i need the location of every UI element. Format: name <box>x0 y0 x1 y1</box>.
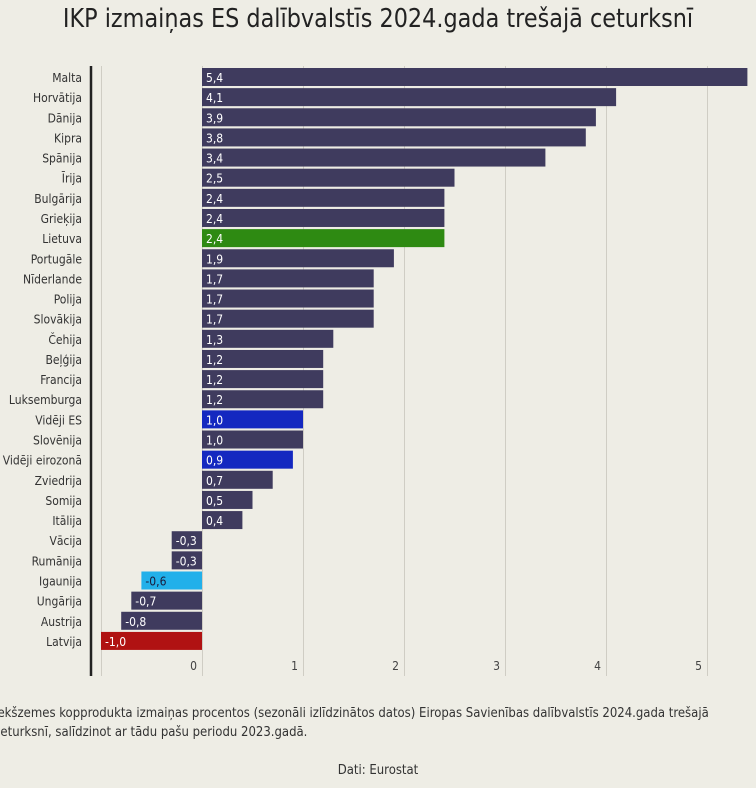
category-label: Francija <box>40 373 82 387</box>
category-label: Latvija <box>46 635 82 649</box>
category-label: Lietuva <box>42 232 82 246</box>
bar-Zviedrija <box>202 470 273 489</box>
chart-title: IKP izmaiņas ES dalībvalstīs 2024.gada t… <box>62 4 694 34</box>
category-label: Rumānija <box>32 554 82 568</box>
bar-Grieķija <box>202 208 445 227</box>
category-label: Nīderlande <box>23 272 82 286</box>
bar-Kipra <box>202 128 586 147</box>
category-label: Čehija <box>48 332 82 347</box>
bar-Ungārija <box>131 591 202 610</box>
category-label: Beļģija <box>45 353 82 367</box>
bar-Vidēji eirozonā <box>202 450 293 469</box>
data-label: 3,9 <box>206 111 223 125</box>
bar-Nīderlande <box>202 269 374 288</box>
category-label: Zviedrija <box>35 474 82 488</box>
data-label: 1,7 <box>206 272 223 286</box>
bar-Čehija <box>202 329 334 348</box>
x-tick-label: 1 <box>291 659 298 673</box>
data-label: 1,7 <box>206 293 223 307</box>
category-label: Vidēji ES <box>35 413 82 427</box>
data-label: 2,4 <box>206 232 223 246</box>
data-label: -0,3 <box>176 554 197 568</box>
data-label: 0,5 <box>206 494 223 508</box>
data-label: -0,6 <box>145 575 166 589</box>
data-label: 3,8 <box>206 131 223 145</box>
category-label: Vācija <box>49 534 82 548</box>
bar-Polija <box>202 289 374 308</box>
bar-Latvija <box>101 631 202 650</box>
bar-Slovēnija <box>202 430 303 449</box>
data-label: 0,7 <box>206 474 223 488</box>
category-label: Slovākija <box>34 313 82 327</box>
data-label: 2,5 <box>206 172 223 186</box>
data-label: 3,4 <box>206 152 223 166</box>
category-label: Ungārija <box>37 595 82 609</box>
category-label: Īrija <box>62 172 82 186</box>
bar-Francija <box>202 370 324 389</box>
category-label: Vidēji eirozonā <box>3 454 82 468</box>
bar-Malta <box>202 68 748 86</box>
data-label: 4,1 <box>206 91 223 105</box>
data-label: 1,2 <box>206 373 223 387</box>
data-label: 1,2 <box>206 353 223 367</box>
bar-chart: 0 1 2 3 4 5 Malta 5,4 Horvātija 4,1 Dānija 3,9 Kipra… <box>3 66 748 676</box>
x-tick-label: 3 <box>493 659 500 673</box>
bar-Igaunija <box>141 571 202 590</box>
x-tick-label: 4 <box>594 659 601 673</box>
data-label: -0,3 <box>176 534 197 548</box>
bar-Rumānija <box>171 551 202 570</box>
category-label: Bulgārija <box>34 192 82 206</box>
category-label: Kipra <box>54 131 82 145</box>
x-tick-label: 2 <box>392 659 399 673</box>
bar-Vidēji ES <box>202 410 303 429</box>
bar-Itālija <box>202 511 243 530</box>
data-label: 1,2 <box>206 393 223 407</box>
category-label: Somija <box>45 494 82 508</box>
data-label: 1,7 <box>206 313 223 327</box>
category-label: Malta <box>52 71 82 85</box>
chart-source: Dati: Eurostat <box>337 763 419 778</box>
data-label: 0,4 <box>206 514 223 528</box>
category-label: Itālija <box>52 514 82 528</box>
data-label: 2,4 <box>206 212 223 226</box>
bar-Austrija <box>121 611 202 630</box>
category-label: Slovēnija <box>33 434 82 448</box>
bar-Portugāle <box>202 249 394 268</box>
bar-Horvātija <box>202 88 617 107</box>
bar-Lietuva <box>202 229 445 248</box>
category-label: Grieķija <box>41 212 82 226</box>
data-label: 2,4 <box>206 192 223 206</box>
bar-Slovākija <box>202 309 374 328</box>
x-tick-label: 5 <box>695 659 702 673</box>
data-label: 0,9 <box>206 454 223 468</box>
data-label: -0,8 <box>125 615 146 629</box>
bar-Somija <box>202 490 253 509</box>
x-tick-label: 0 <box>190 659 197 673</box>
category-label: Portugāle <box>31 252 83 266</box>
bar-Bulgārija <box>202 188 445 207</box>
data-label: -0,7 <box>135 595 156 609</box>
bar-Spānija <box>202 148 546 167</box>
category-label: Horvātija <box>33 91 82 105</box>
bar-Vācija <box>171 531 202 550</box>
category-label: Austrija <box>41 615 82 629</box>
category-label: Spānija <box>42 152 82 166</box>
chart-caption: Iekšzemes kopprodukta izmaiņas procentos… <box>0 706 709 740</box>
data-label: 1,0 <box>206 413 223 427</box>
data-label: 1,3 <box>206 333 223 347</box>
bar-Īrija <box>202 168 455 187</box>
data-label: -1,0 <box>105 635 126 649</box>
bar-Beļģija <box>202 349 324 368</box>
data-label: 1,0 <box>206 434 223 448</box>
bar-Dānija <box>202 108 596 127</box>
bar-Luksemburga <box>202 390 324 409</box>
category-label: Luksemburga <box>9 393 82 407</box>
data-label: 1,9 <box>206 252 223 266</box>
category-label: Polija <box>54 293 82 307</box>
category-label: Dānija <box>48 111 82 125</box>
data-label: 5,4 <box>206 71 223 85</box>
category-label: Igaunija <box>39 575 82 589</box>
